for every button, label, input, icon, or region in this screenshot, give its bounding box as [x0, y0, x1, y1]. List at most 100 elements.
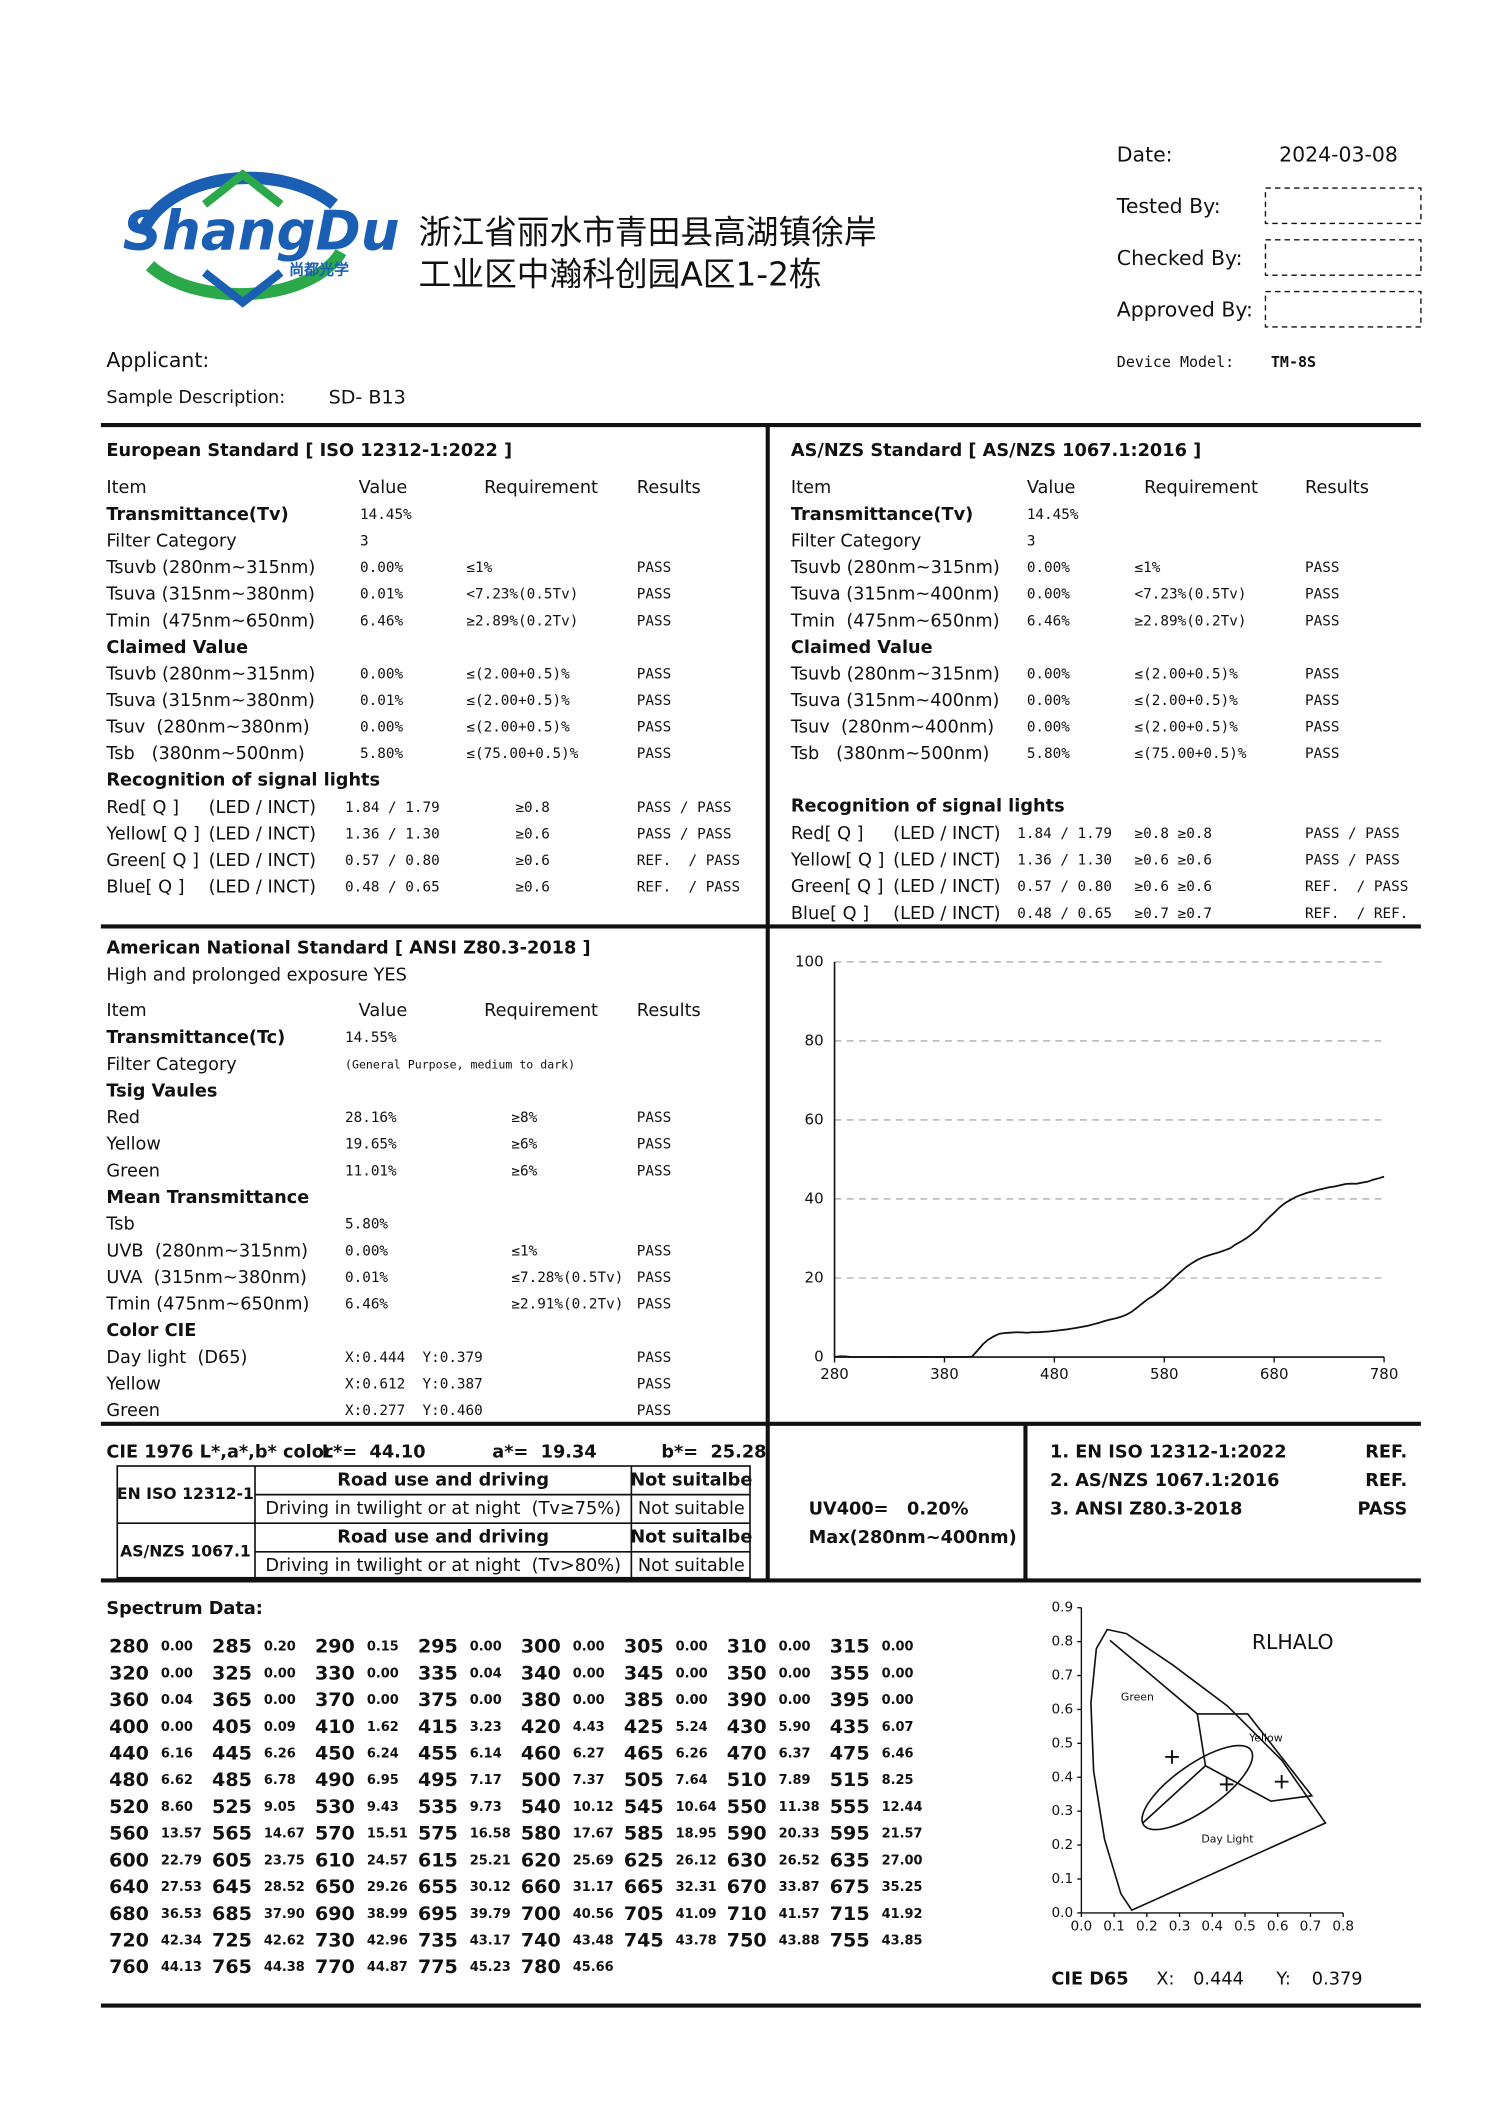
spectrum-value: 39.79: [470, 1907, 511, 1922]
spectrum-wavelength: 570: [315, 1823, 355, 1845]
spectrum-wavelength: 595: [830, 1823, 870, 1845]
x-tick-label: 0.5: [1234, 1919, 1256, 1935]
row-cell: PASS / PASS: [1305, 853, 1400, 869]
row-heading: Color CIE: [106, 1321, 196, 1341]
spectrum-wavelength: 675: [830, 1876, 870, 1898]
spectrum-value: 9.43: [367, 1800, 399, 1815]
spectrum-wavelength: 775: [418, 1956, 458, 1978]
spectrum-wavelength: 395: [830, 1689, 870, 1711]
y-tick-label: 100: [795, 952, 824, 970]
spectrum-wavelength: 680: [109, 1903, 149, 1925]
column-header: Results: [637, 1001, 701, 1021]
row-cell: PASS: [637, 1110, 671, 1126]
row-item: Tsuvb (280nm~315nm): [790, 558, 1000, 578]
row-cell: 0.00%: [360, 720, 403, 736]
row-cell: PASS: [637, 1297, 671, 1313]
row-item: Green: [106, 1161, 160, 1181]
column-header: Requirement: [1144, 478, 1258, 498]
spectrum-value: 31.17: [573, 1880, 614, 1895]
cie-lab-value: L*= 44.10: [322, 1442, 426, 1462]
spectrum-value: 0.00: [573, 1693, 605, 1708]
cie-lab-value: a*= 19.34: [492, 1442, 596, 1462]
spectrum-value: 42.96: [367, 1933, 408, 1948]
spectrum-value: 8.60: [161, 1800, 193, 1815]
spectrum-wavelength: 355: [830, 1662, 870, 1684]
spectrum-wavelength: 695: [418, 1903, 458, 1925]
spectrum-value: 8.25: [882, 1773, 914, 1788]
logo-subtitle: 尚都光学: [289, 260, 349, 278]
conclusion-result: REF.: [1365, 1442, 1407, 1462]
x-tick-label: 280: [820, 1365, 849, 1383]
spectrum-value: 25.21: [470, 1853, 511, 1868]
row-cell: PASS / PASS: [1305, 826, 1400, 842]
y-tick-label: 0.3: [1052, 1803, 1074, 1819]
row-heading: Recognition of signal lights: [106, 771, 380, 791]
row-cell: PASS: [637, 720, 671, 736]
spectrum-value: 42.62: [264, 1933, 305, 1948]
spectrum-wavelength: 655: [418, 1876, 458, 1898]
spectrum-wavelength: 660: [521, 1876, 561, 1898]
x-tick-label: 0.6: [1267, 1919, 1289, 1935]
row-cell: (LED / INCT): [209, 825, 316, 845]
y-tick-label: 0.4: [1052, 1769, 1074, 1785]
row-cell: 0.00%: [1027, 587, 1070, 603]
row-item: Tsuva (315nm~380nm): [105, 585, 315, 605]
row-heading: Transmittance(Tv): [791, 505, 973, 525]
suitability-grid: [116, 1465, 751, 1579]
spectrum-value: 0.00: [779, 1693, 811, 1708]
row-heading: Mean Transmittance: [106, 1188, 309, 1208]
cie-footer-y-label: Y:: [1275, 1970, 1290, 1990]
spectrum-value: 27.00: [882, 1853, 923, 1868]
row-cell: ≥0.6: [515, 853, 549, 869]
row-item: Yellow[ Q ]: [790, 851, 885, 871]
spectrum-value: 9.05: [264, 1800, 296, 1815]
row-cell: ≥0.6: [515, 880, 549, 896]
column-header: Value: [1027, 478, 1076, 498]
row-cell: ≥0.6 ≥0.6: [1135, 879, 1213, 895]
row-cell: ≥2.89%(0.2Tv): [466, 613, 578, 629]
column-header: Item: [106, 1001, 146, 1021]
spectrum-value: 6.46: [882, 1747, 914, 1762]
row-cell: PASS: [637, 1403, 671, 1419]
y-tick-label: 0.2: [1052, 1837, 1074, 1853]
spectrum-value: 0.09: [264, 1720, 296, 1735]
y-tick-label: 0.1: [1052, 1871, 1074, 1887]
spectrum-wavelength: 760: [109, 1956, 149, 1978]
applicant-label: Applicant:: [106, 348, 209, 372]
spectrum-value: 4.43: [573, 1720, 605, 1735]
spectrum-value: 18.95: [676, 1827, 717, 1842]
spectrum-value: 35.25: [882, 1880, 923, 1895]
row-cell: PASS: [1305, 693, 1339, 709]
row-item: Green[ Q ]: [791, 877, 884, 897]
row-cell: REF. / PASS: [637, 853, 740, 869]
spectrum-wavelength: 475: [830, 1743, 870, 1765]
spectrum-wavelength: 605: [212, 1849, 252, 1871]
spectrum-wavelength: 735: [418, 1929, 458, 1951]
section-title: American National Standard [ ANSI Z80.3-…: [106, 938, 590, 958]
row-cell: ≥6%: [511, 1137, 537, 1153]
spectrum-value: 5.90: [779, 1720, 811, 1735]
row-cell: <7.23%(0.5Tv): [1135, 587, 1247, 603]
row-cell: 14.55%: [345, 1030, 397, 1046]
x-tick-label: 680: [1260, 1365, 1289, 1383]
spectrum-value: 0.00: [882, 1693, 914, 1708]
row-cell: ≤(2.00+0.5)%: [466, 666, 570, 682]
spectrum-wavelength: 405: [212, 1716, 252, 1738]
chromaticity-point: [1165, 1750, 1179, 1764]
row-item: Tsuvb (280nm~315nm): [790, 664, 1000, 684]
y-tick-label: 40: [805, 1189, 824, 1207]
row-cell: PASS: [1305, 587, 1339, 603]
spectrum-value: 0.00: [573, 1666, 605, 1681]
row-cell: 0.00%: [360, 560, 403, 576]
spectrum-wavelength: 335: [418, 1662, 458, 1684]
conclusion-standard: 3. ANSI Z80.3-2018: [1050, 1500, 1242, 1520]
date-value: 2024-03-08: [1279, 142, 1398, 166]
row-cell: ≥2.91%(0.2Tv): [511, 1297, 623, 1313]
row-cell: PASS: [637, 613, 671, 629]
spectrum-wavelength: 515: [830, 1769, 870, 1791]
row-cell: 0.57 / 0.80: [345, 853, 440, 869]
row-cell: 0.01%: [345, 1270, 388, 1286]
row-item: Tsuva (315nm~400nm): [790, 585, 1000, 605]
chromaticity-point: [1274, 1774, 1289, 1789]
row-cell: 1.36 / 1.30: [1017, 853, 1112, 869]
